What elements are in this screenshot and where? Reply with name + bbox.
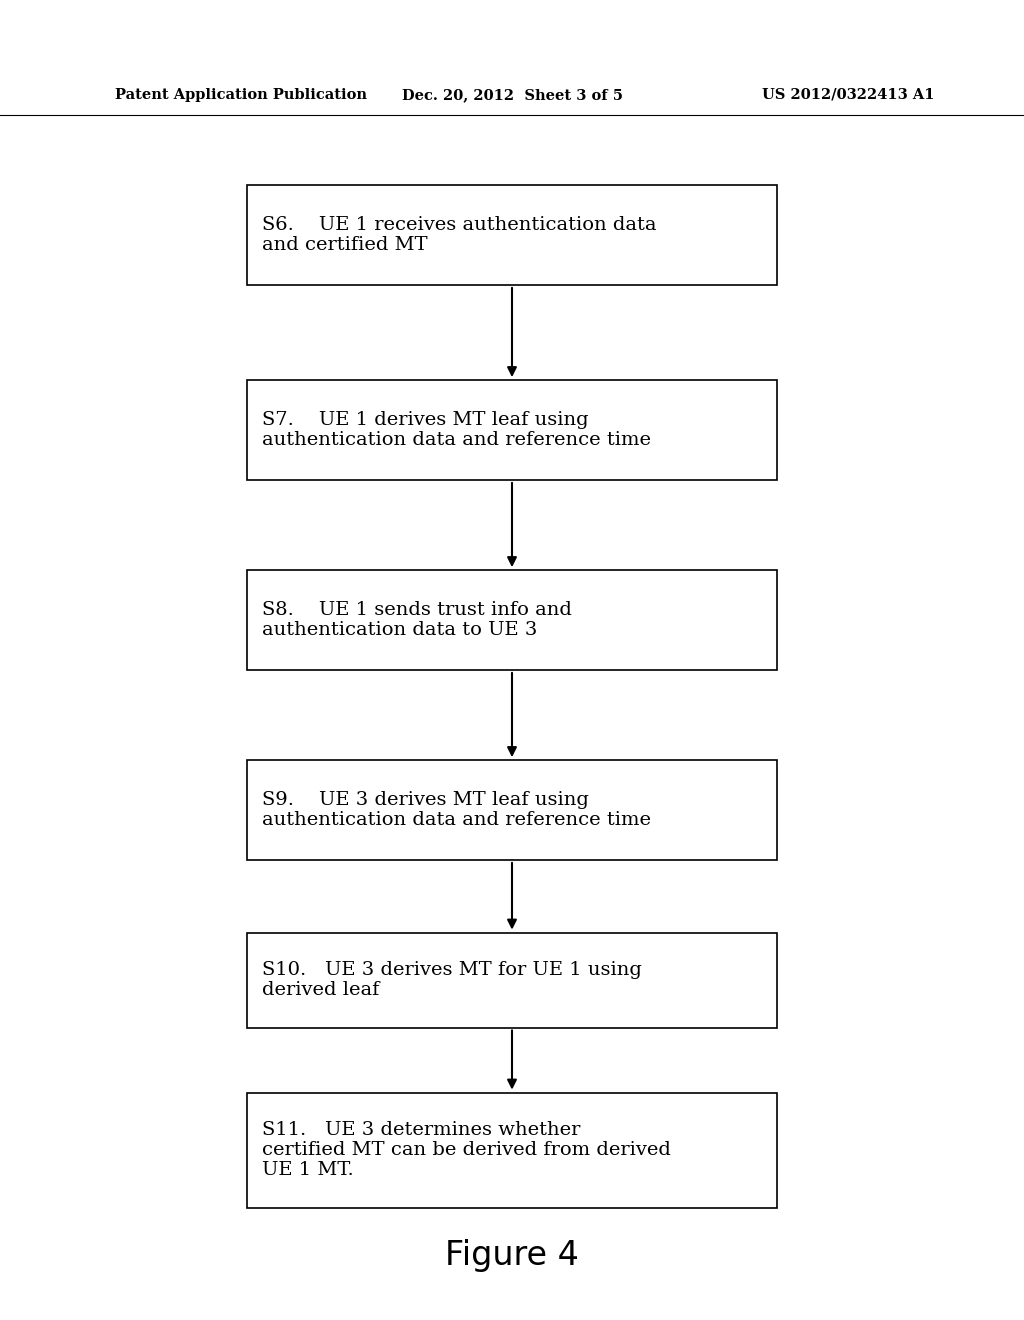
Text: Dec. 20, 2012  Sheet 3 of 5: Dec. 20, 2012 Sheet 3 of 5 xyxy=(401,88,623,102)
Bar xyxy=(247,380,777,480)
Text: UE 1 MT.: UE 1 MT. xyxy=(262,1162,353,1179)
Text: US 2012/0322413 A1: US 2012/0322413 A1 xyxy=(762,88,934,102)
Text: S6.    UE 1 receives authentication data: S6. UE 1 receives authentication data xyxy=(262,216,656,234)
Text: S10.   UE 3 derives MT for UE 1 using: S10. UE 3 derives MT for UE 1 using xyxy=(262,961,642,979)
Text: S7.    UE 1 derives MT leaf using: S7. UE 1 derives MT leaf using xyxy=(262,411,589,429)
Text: S11.   UE 3 determines whether: S11. UE 3 determines whether xyxy=(262,1121,581,1139)
Text: S8.    UE 1 sends trust info and: S8. UE 1 sends trust info and xyxy=(262,601,571,619)
Bar xyxy=(247,185,777,285)
Text: Patent Application Publication: Patent Application Publication xyxy=(115,88,367,102)
Text: and certified MT: and certified MT xyxy=(262,236,428,253)
Text: derived leaf: derived leaf xyxy=(262,981,379,999)
Bar xyxy=(247,760,777,861)
Text: authentication data to UE 3: authentication data to UE 3 xyxy=(262,620,538,639)
Text: authentication data and reference time: authentication data and reference time xyxy=(262,432,651,449)
Bar xyxy=(247,1093,777,1208)
Text: S9.    UE 3 derives MT leaf using: S9. UE 3 derives MT leaf using xyxy=(262,791,589,809)
Bar xyxy=(247,570,777,671)
Text: certified MT can be derived from derived: certified MT can be derived from derived xyxy=(262,1140,671,1159)
Text: authentication data and reference time: authentication data and reference time xyxy=(262,810,651,829)
Bar xyxy=(247,932,777,1027)
Text: Figure 4: Figure 4 xyxy=(445,1238,579,1271)
